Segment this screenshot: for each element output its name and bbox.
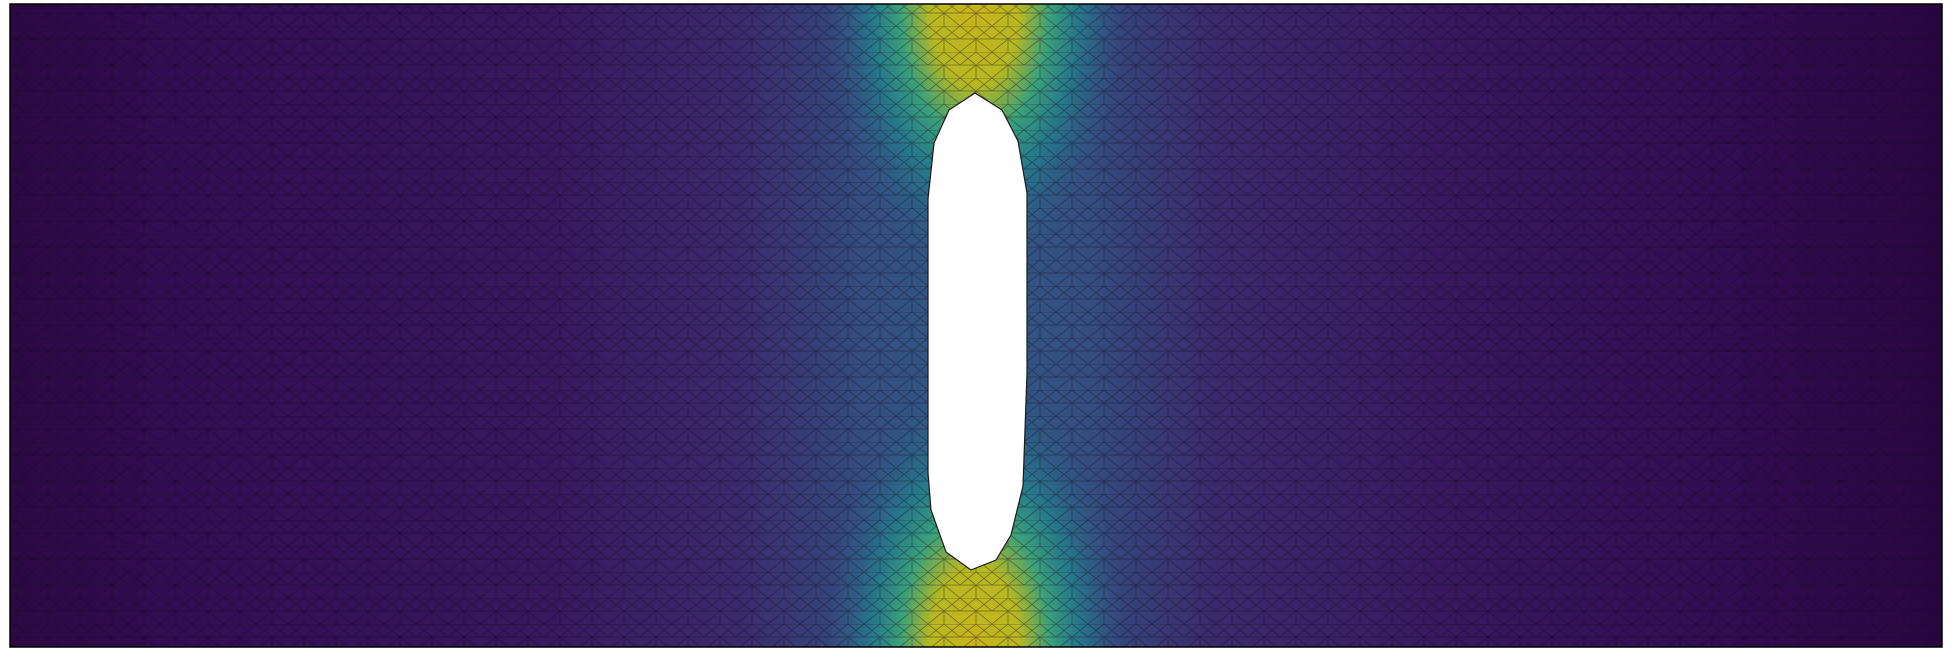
plate-border <box>9 3 1943 648</box>
hole <box>927 92 1028 571</box>
